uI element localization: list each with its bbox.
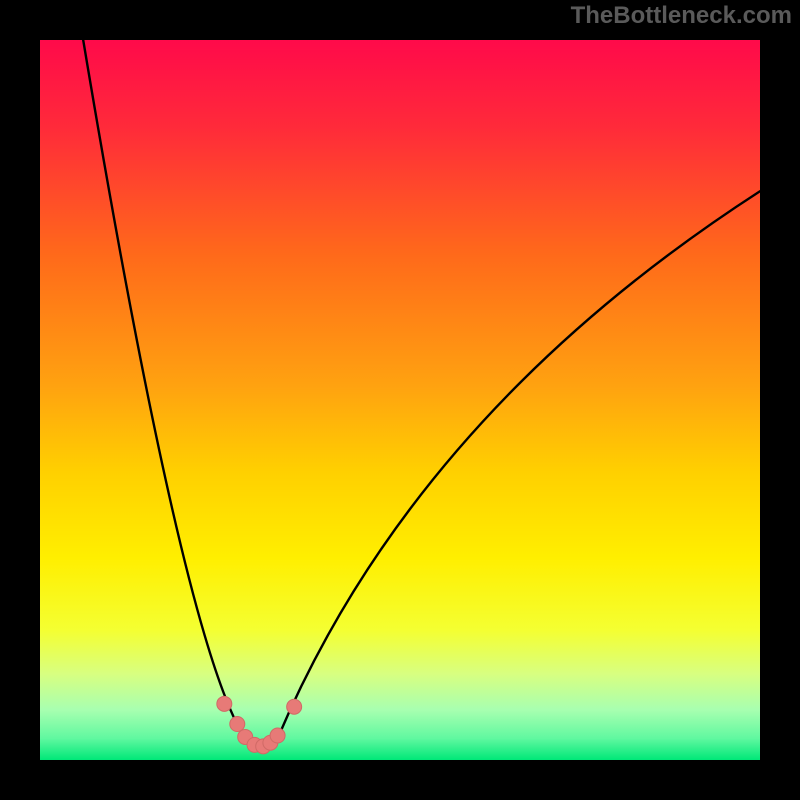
plot-area [40, 40, 760, 760]
chart-root: TheBottleneck.com [0, 0, 800, 800]
watermark-text: TheBottleneck.com [571, 2, 792, 30]
gradient-background [40, 40, 760, 760]
